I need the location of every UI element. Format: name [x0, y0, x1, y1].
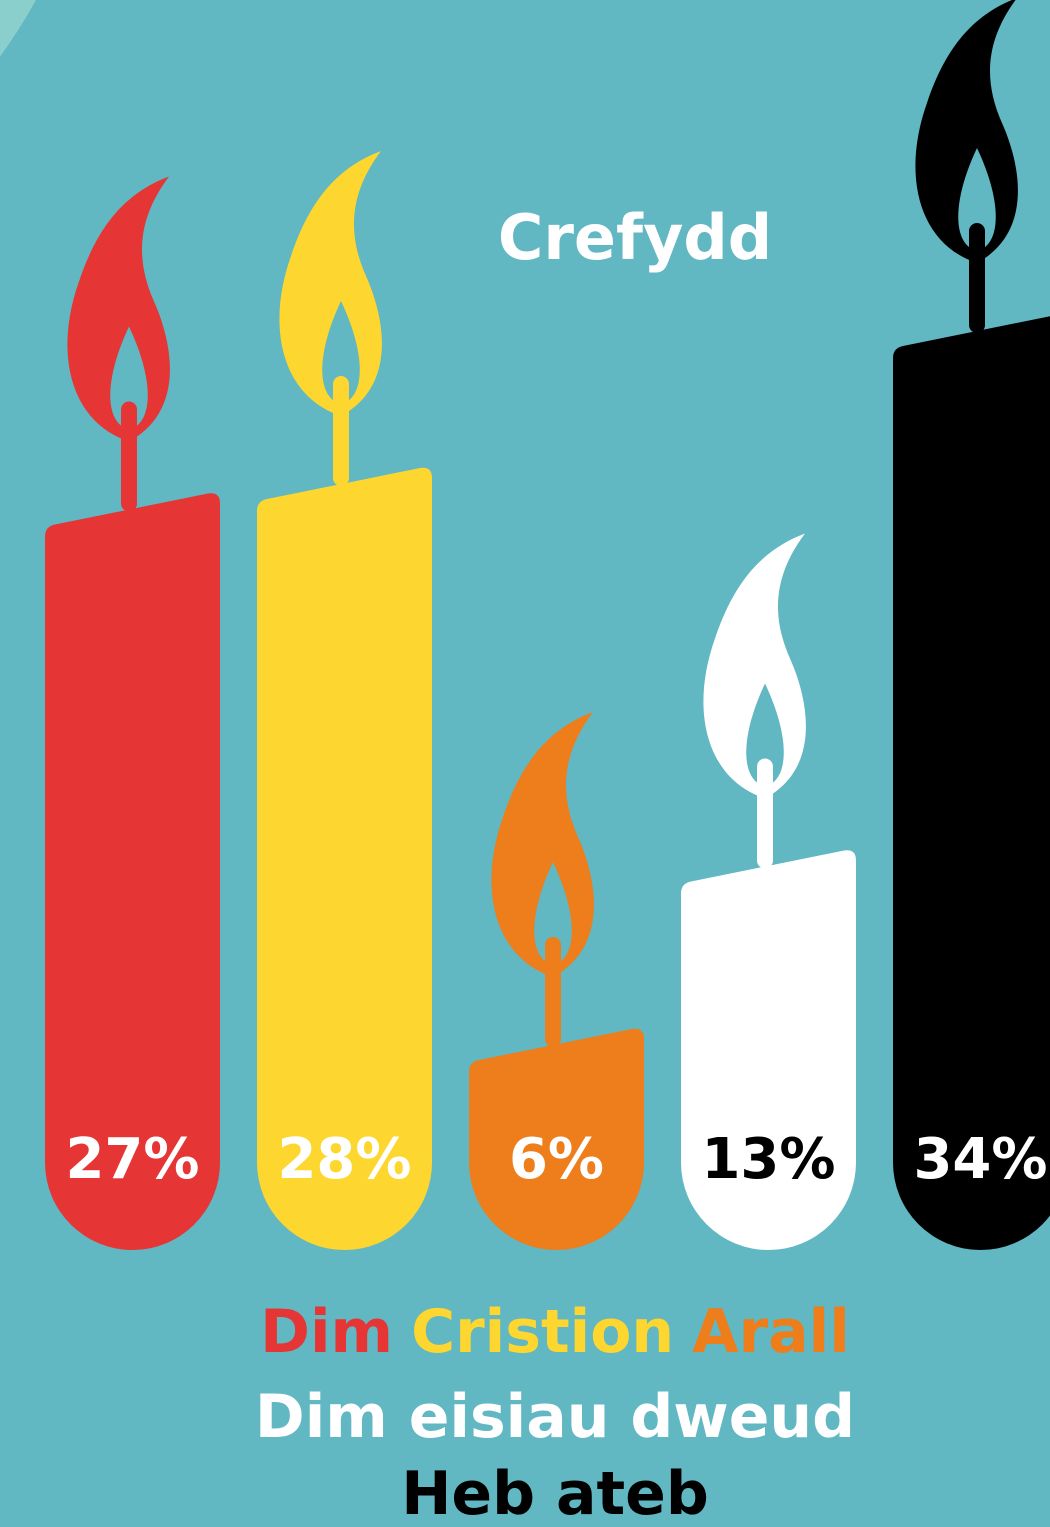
wick	[545, 937, 561, 1047]
value-label: 34%	[913, 1127, 1047, 1192]
value-label: 28%	[277, 1127, 411, 1192]
page: Crefydd 27%28%6%13%34%DimCristionArallDi…	[0, 0, 1050, 1527]
legend-line: Dim Cristion Arall	[260, 1297, 850, 1367]
value-label: 13%	[701, 1127, 835, 1192]
wick	[757, 759, 773, 869]
chart: Crefydd 27%28%6%13%34%DimCristionArallDi…	[0, 0, 1050, 1527]
legend-entry: Cristion	[411, 1297, 674, 1367]
wick	[333, 376, 349, 486]
value-label: 27%	[65, 1127, 199, 1192]
chart-title: Crefydd	[498, 201, 772, 274]
wick	[969, 223, 985, 333]
legend-entry: Dim eisiau dweud	[255, 1382, 855, 1452]
bar	[893, 315, 1050, 1250]
legend-line: Dim eisiau dweud	[255, 1382, 855, 1452]
value-label: 6%	[509, 1127, 604, 1192]
legend-line: Heb ateb	[401, 1459, 709, 1527]
legend-entry: Heb ateb	[401, 1459, 709, 1527]
legend-entry: Arall	[692, 1297, 850, 1367]
legend-entry: Dim	[260, 1297, 393, 1367]
wick	[121, 402, 137, 512]
